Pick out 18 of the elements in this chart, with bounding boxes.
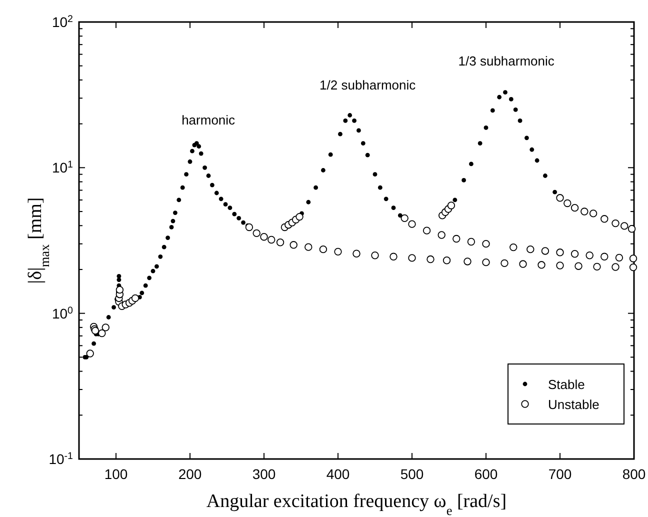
x-tick-label: 500 (400, 466, 424, 482)
y-tick-label: 10$^{2}$ (52, 14, 73, 30)
x-tick-label: 200 (178, 466, 202, 482)
x-axis-title: Angular excitation frequency ω$_{e}$ [rad/s] (206, 491, 507, 517)
annotation: harmonic (182, 112, 236, 128)
x-tick-label: 100 (104, 466, 128, 482)
legend-label: Stable (548, 377, 585, 392)
annotation: 1/3 subharmonic (458, 54, 555, 69)
x-tick-label: 800 (622, 466, 646, 482)
legend-label: Unstable (548, 397, 600, 412)
x-tick-label: 400 (326, 466, 350, 482)
y-tick-label: 10$^{-1}$ (48, 450, 73, 467)
annotation: 1/2 subharmonic (320, 78, 416, 93)
y-tick-label: 10$^{0}$ (52, 304, 74, 322)
y-tick-label: 10$^{1}$ (52, 159, 73, 176)
x-tick-label: 300 (252, 466, 276, 482)
x-tick-label: 600 (474, 466, 498, 482)
x-tick-label: 700 (548, 466, 572, 482)
